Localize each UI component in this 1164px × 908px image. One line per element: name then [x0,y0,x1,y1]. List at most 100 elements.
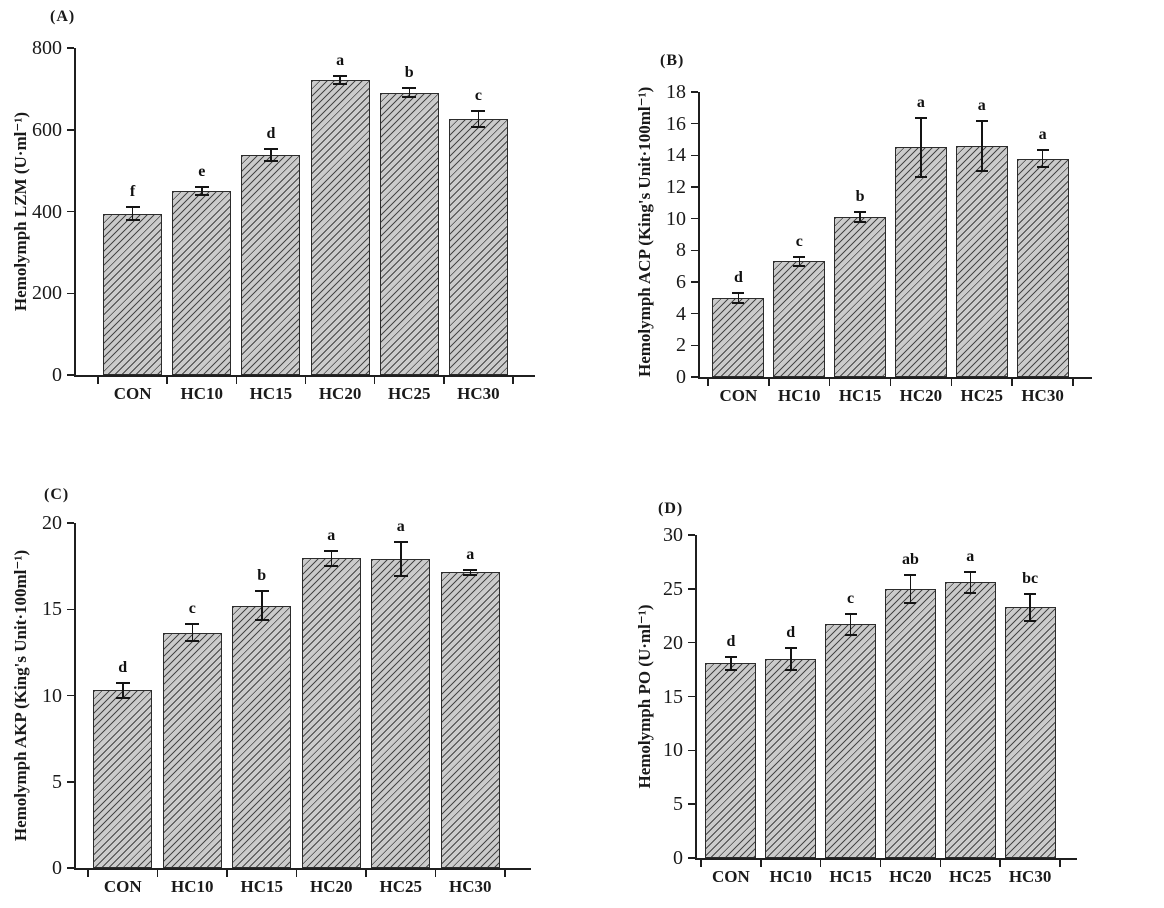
error-cap-top-B-HC25 [975,119,988,122]
sig-letter-D-HC10: d [786,624,796,642]
sig-letter-B-HC30: a [1038,125,1047,143]
x-axis-B [698,377,1092,379]
y-tick-B [691,154,698,157]
x-category-D-HC15: HC15 [829,867,872,886]
x-tick-B [1072,379,1074,386]
sig-letter-C-CON: d [118,658,128,676]
error-bar-B-HC25 [981,120,983,172]
y-tick-D [688,534,695,536]
error-cap-bottom-B-HC15 [854,220,867,223]
error-bar-A-HC10 [201,186,203,196]
sig-letter-B-HC20: a [916,94,925,112]
error-cap-top-C-HC30 [463,568,478,571]
error-cap-bottom-C-HC25 [393,575,408,578]
bar-C-HC20 [302,558,361,868]
error-cap-bottom-B-HC10 [793,265,806,268]
x-category-B-CON: CON [719,386,758,405]
error-bar-B-HC30 [1041,149,1044,168]
error-cap-top-C-HC20 [324,549,339,552]
x-tick-C [504,870,506,877]
y-tick-label-B: 16 [666,112,686,135]
y-tick-label-D: 5 [673,793,683,816]
error-cap-bottom-D-CON [724,668,737,671]
x-tick-B [889,379,892,386]
bar-B-HC10 [773,261,825,377]
sig-letter-B-CON: d [733,269,743,287]
x-category-C-HC10: HC10 [171,877,214,896]
error-cap-top-D-HC15 [844,613,857,616]
error-cap-bottom-A-HC20 [333,83,348,86]
x-tick-D [760,860,762,867]
x-tick-A [166,377,168,384]
x-category-A-HC20: HC20 [318,384,362,403]
x-category-D-HC20: HC20 [889,867,932,886]
error-cap-top-B-HC20 [914,117,927,120]
bar-A-HC20 [311,80,370,375]
bar-C-HC10 [163,632,222,868]
x-category-A-HC15: HC15 [249,384,293,403]
y-tick-label-C: 20 [42,512,62,534]
sig-letter-D-HC25: a [966,548,975,566]
y-tick-C [67,781,74,783]
y-tick-label-C: 5 [52,770,62,793]
bar-D-HC15 [825,624,876,858]
y-tick-label-B: 4 [676,302,686,325]
error-cap-bottom-A-CON [125,219,140,222]
error-bar-A-HC15 [270,148,272,162]
x-tick-D [879,860,882,867]
sig-letter-B-HC15: b [855,188,865,206]
error-cap-top-A-HC15 [263,147,278,150]
y-tick-label-A: 400 [32,200,62,223]
y-tick-label-D: 20 [663,631,683,654]
sig-letter-C-HC30: a [466,545,475,563]
y-tick-B [691,281,698,283]
x-tick-A [97,377,99,384]
error-cap-bottom-B-HC25 [975,170,988,173]
sig-letter-C-HC20: a [327,526,336,544]
error-bar-C-HC10 [191,623,193,642]
y-tick-label-A: 800 [32,37,62,59]
error-cap-bottom-D-HC20 [904,601,917,604]
y-tick-label-D: 0 [673,847,683,869]
bar-B-HC20 [895,147,947,377]
x-category-B-HC20: HC20 [899,386,943,405]
x-tick-D [1059,860,1061,867]
error-cap-top-C-HC15 [254,590,269,593]
error-cap-bottom-B-HC20 [914,175,927,178]
x-tick-B [768,379,770,386]
y-tick-A [67,374,74,376]
sig-letter-D-HC30: bc [1022,569,1039,587]
error-cap-bottom-D-HC10 [784,668,797,671]
error-bar-A-HC20 [339,76,341,85]
x-category-C-CON: CON [103,877,142,896]
error-cap-top-B-HC10 [793,255,806,258]
x-tick-C [365,870,367,877]
y-tick-label-B: 18 [666,81,686,103]
x-tick-D [999,860,1001,867]
error-bar-D-HC30 [1029,593,1031,621]
bar-C-HC25 [371,559,430,868]
error-bar-A-CON [131,207,134,221]
error-cap-bottom-A-HC15 [263,160,278,163]
error-bar-C-HC20 [330,550,332,567]
x-category-A-HC30: HC30 [457,384,500,403]
bar-C-HC15 [232,605,291,868]
error-bar-D-HC25 [969,572,971,593]
sig-letter-B-HC25: a [977,96,986,114]
y-tick-label-C: 0 [52,857,62,879]
sig-letter-A-HC15: d [266,124,276,142]
error-cap-bottom-B-CON [732,301,745,304]
error-cap-bottom-C-HC10 [185,640,200,643]
error-bar-D-CON [730,656,732,670]
panel-label-D: (D) [658,500,684,517]
y-tick-A [67,129,74,131]
panel-label-B: (B) [660,52,685,69]
y-tick-D [688,803,695,805]
y-tick-B [691,217,698,220]
panel-label-C: (C) [44,486,70,503]
x-category-C-HC25: HC25 [379,877,423,896]
bar-D-CON [705,663,756,858]
x-category-C-HC30: HC30 [449,877,492,896]
x-category-B-HC10: HC10 [778,386,821,405]
y-axis-B [698,92,700,379]
